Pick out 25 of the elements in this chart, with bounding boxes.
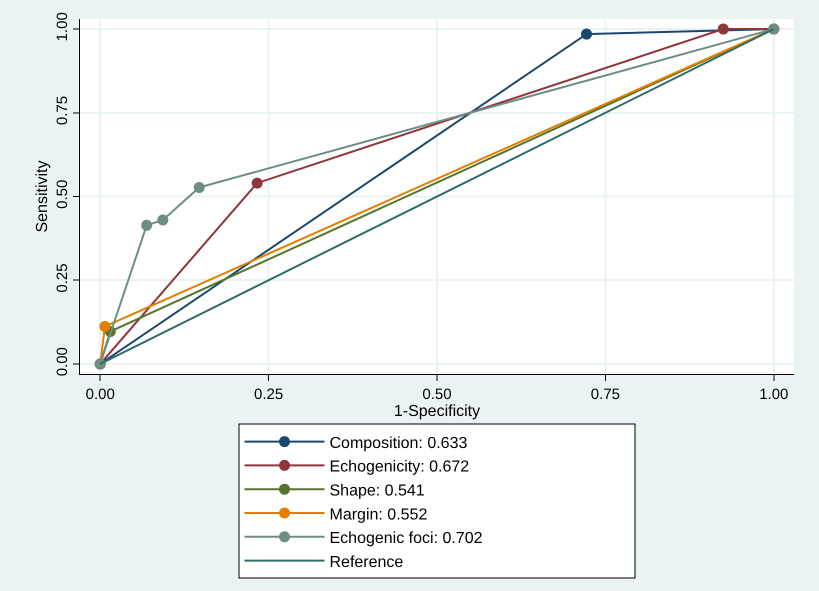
x-tick-label: 1.00 [759,386,788,403]
y-tick-label: 1.00 [54,12,71,42]
point [99,320,110,332]
y-tick-label: 0.25 [54,263,71,293]
legend-label: Echogenicity: 0.672 [330,458,470,476]
x-tick-label: 0.50 [422,386,452,403]
legend-label: Margin: 0.552 [330,506,428,524]
legend-label: Echogenic foci: 0.702 [330,530,483,548]
point [252,178,263,189]
point [157,214,168,226]
x-tick-label: 0.75 [590,386,620,403]
y-tick-label: 0.75 [54,96,71,126]
point [718,24,729,35]
legend-label: Reference [330,554,404,571]
point [194,182,205,193]
legend-label: Shape: 0.541 [330,482,425,500]
y-tick-label: 0.00 [54,347,71,376]
point [141,220,152,231]
y-tick-label: 0.50 [54,180,71,209]
x-tick-label: 0.00 [86,386,115,403]
x-axis-title: 1-Specificity [394,403,480,420]
x-tick-label: 0.25 [254,386,284,403]
y-axis-title: Sensitivity [34,160,51,233]
legend-label: Composition: 0.633 [330,434,468,452]
point [581,28,592,40]
